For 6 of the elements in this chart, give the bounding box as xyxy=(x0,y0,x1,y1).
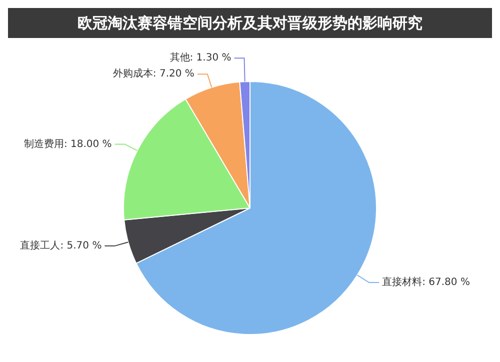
slice-label: 制造费用: 18.00 % xyxy=(24,138,112,150)
slice-label: 直接工人: 5.70 % xyxy=(20,240,102,252)
slice-label: 外购成本: 7.20 % xyxy=(112,68,194,80)
chart-title: 欧冠淘汰赛容错空间分析及其对晋级形势的影响研究 xyxy=(8,8,492,38)
slice-label: 直接材料: 67.80 % xyxy=(382,276,470,288)
slice-label: 其他: 1.30 % xyxy=(170,52,232,64)
